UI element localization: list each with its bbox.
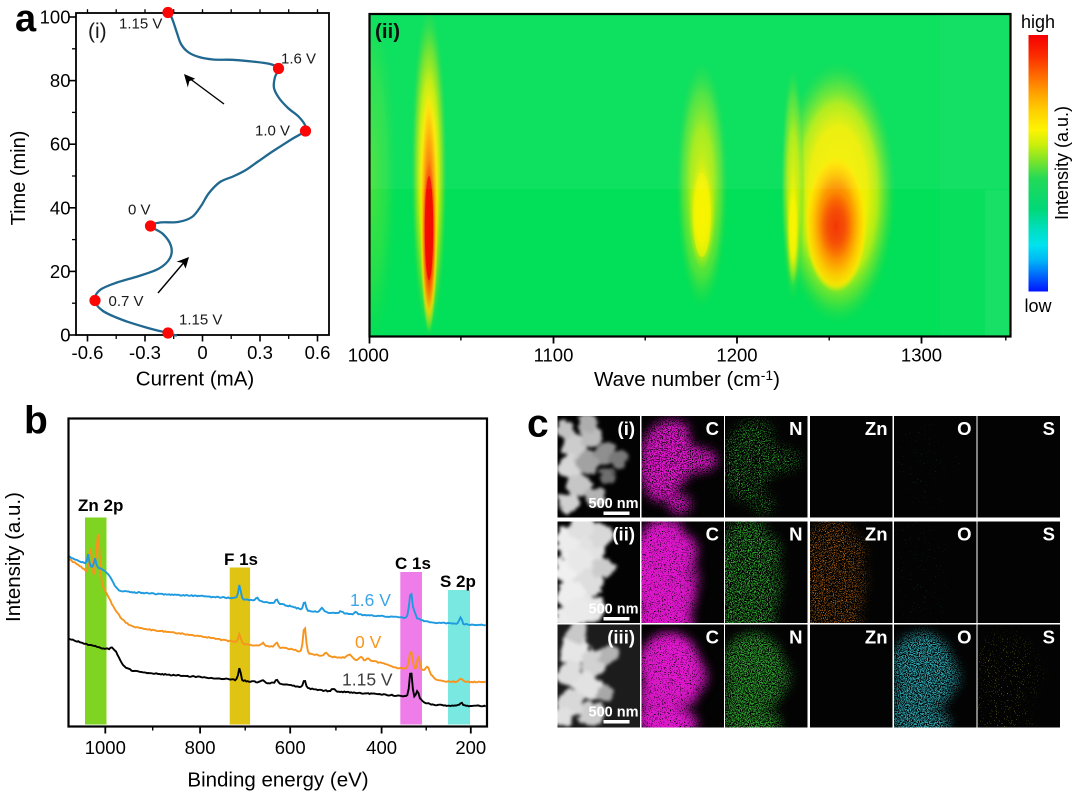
svg-text:800: 800 — [185, 737, 216, 758]
svg-text:0.6: 0.6 — [305, 342, 331, 363]
svg-text:1200: 1200 — [716, 345, 757, 366]
svg-text:1.0 V: 1.0 V — [255, 123, 290, 140]
svg-text:1100: 1100 — [534, 345, 574, 366]
svg-text:0 V: 0 V — [355, 632, 382, 652]
svg-text:0.7 V: 0.7 V — [109, 293, 144, 310]
svg-text:Zn: Zn — [865, 524, 888, 545]
svg-text:N: N — [789, 524, 802, 545]
svg-text:N: N — [789, 418, 802, 439]
svg-text:0: 0 — [197, 342, 207, 363]
svg-text:b: b — [24, 400, 48, 443]
svg-text:Time (min): Time (min) — [8, 131, 30, 226]
svg-text:500 nm: 500 nm — [589, 496, 639, 512]
svg-text:Current (mA): Current (mA) — [136, 368, 254, 391]
svg-text:500 nm: 500 nm — [589, 705, 639, 721]
svg-text:(ii): (ii) — [612, 524, 635, 545]
svg-text:O: O — [957, 418, 971, 439]
svg-text:-0.6: -0.6 — [72, 342, 104, 363]
svg-text:80: 80 — [50, 70, 71, 91]
svg-text:500 nm: 500 nm — [589, 602, 639, 618]
svg-text:low: low — [1024, 296, 1052, 316]
svg-text:-0.3: -0.3 — [129, 342, 161, 363]
svg-text:Intensity (a.u.): Intensity (a.u.) — [2, 492, 25, 622]
svg-text:60: 60 — [50, 134, 71, 155]
svg-text:0 V: 0 V — [128, 202, 151, 219]
svg-text:c: c — [527, 403, 549, 446]
svg-text:S: S — [1043, 627, 1055, 648]
svg-text:200: 200 — [455, 737, 486, 758]
svg-text:1000: 1000 — [348, 345, 389, 366]
svg-text:40: 40 — [50, 197, 71, 218]
svg-text:1.6 V: 1.6 V — [281, 51, 316, 68]
svg-text:1.6 V: 1.6 V — [350, 590, 391, 610]
svg-text:(i): (i) — [618, 418, 635, 439]
svg-text:F 1s: F 1s — [224, 550, 258, 569]
svg-text:0: 0 — [60, 325, 70, 346]
svg-text:1.15 V: 1.15 V — [179, 312, 222, 329]
svg-text:1300: 1300 — [901, 345, 942, 366]
svg-text:1.15 V: 1.15 V — [342, 670, 393, 690]
svg-text:1.15 V: 1.15 V — [119, 16, 162, 33]
svg-text:Wave number (cm-1): Wave number (cm-1) — [594, 367, 780, 391]
svg-text:S 2p: S 2p — [440, 572, 476, 591]
svg-text:C: C — [706, 418, 719, 439]
svg-text:S: S — [1043, 524, 1055, 545]
svg-text:0.3: 0.3 — [247, 342, 273, 363]
svg-text:(iii): (iii) — [607, 627, 635, 648]
svg-text:N: N — [789, 627, 802, 648]
svg-text:O: O — [957, 524, 971, 545]
svg-text:C: C — [706, 524, 719, 545]
svg-text:S: S — [1043, 418, 1055, 439]
svg-text:O: O — [957, 627, 971, 648]
svg-text:Zn: Zn — [865, 627, 888, 648]
svg-text:Binding energy (eV): Binding energy (eV) — [187, 769, 368, 792]
svg-text:Zn 2p: Zn 2p — [78, 496, 123, 515]
svg-text:(ii): (ii) — [375, 20, 400, 43]
svg-text:a: a — [15, 0, 37, 40]
svg-text:20: 20 — [50, 261, 71, 282]
svg-text:C 1s: C 1s — [395, 554, 431, 573]
svg-text:Zn: Zn — [865, 418, 888, 439]
svg-text:C: C — [706, 627, 719, 648]
svg-text:high: high — [1021, 12, 1055, 32]
svg-text:Intensity (a.u.): Intensity (a.u.) — [1052, 106, 1072, 220]
svg-text:600: 600 — [275, 737, 306, 758]
svg-text:100: 100 — [40, 7, 71, 28]
svg-text:(i): (i) — [88, 20, 107, 43]
svg-text:1000: 1000 — [85, 737, 126, 758]
svg-text:400: 400 — [366, 737, 397, 758]
